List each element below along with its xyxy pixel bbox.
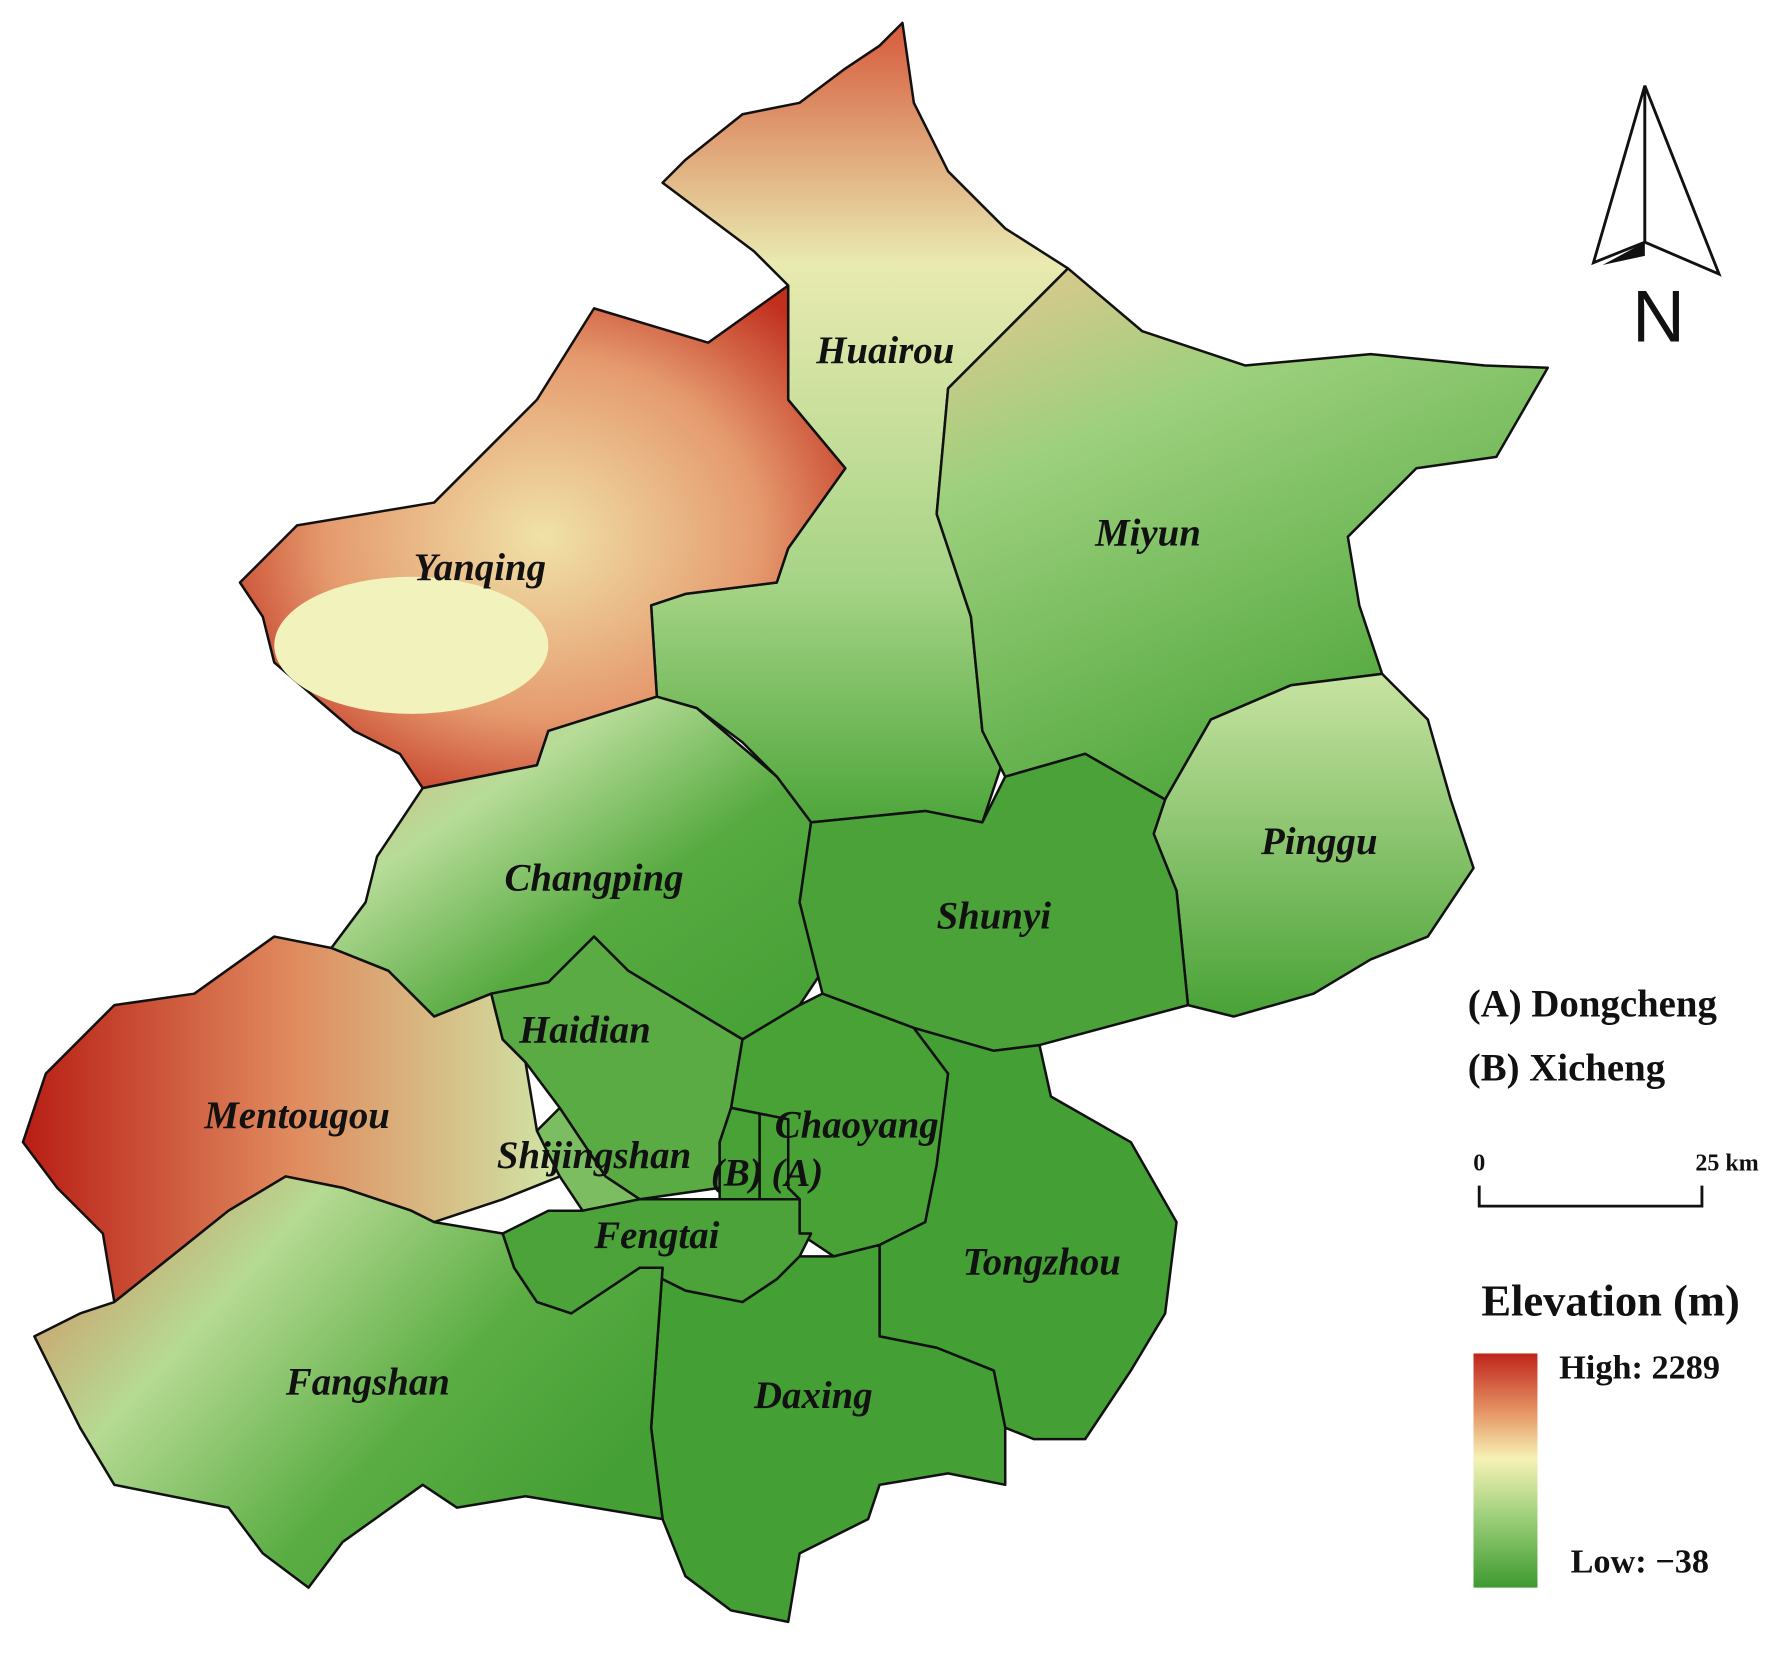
scale-line	[1477, 1185, 1704, 1208]
key-entry: (A) Dongcheng	[1468, 982, 1718, 1025]
legend-title: Elevation (m)	[1481, 1276, 1740, 1326]
yanqing-basin	[274, 576, 549, 714]
district-shapes	[21, 21, 1550, 1624]
legend-ramp	[1473, 1353, 1538, 1588]
district-label: Miyun	[1094, 512, 1201, 555]
district-label: Daxing	[753, 1374, 873, 1417]
legend-low: Low: −38	[1571, 1543, 1709, 1581]
north-arrow-shade	[1602, 242, 1645, 265]
north-arrow: N	[1591, 85, 1722, 357]
district-label: Yanqing	[414, 546, 546, 589]
shijingshan-shape	[535, 1106, 641, 1212]
legend-high: High: 2289	[1559, 1348, 1720, 1386]
district-label: Chaoyang	[775, 1103, 939, 1146]
scale-end: 25 km	[1695, 1151, 1758, 1177]
district-label: Pinggu	[1260, 820, 1378, 863]
district-label: Fengtai	[593, 1214, 719, 1257]
district-label: Haidian	[518, 1009, 651, 1052]
district-label: Mentougou	[203, 1094, 390, 1137]
district-label: Shijingshan	[497, 1134, 691, 1177]
scale-bar: 0 25 km	[1473, 1151, 1759, 1208]
district-label: (A)	[771, 1151, 823, 1194]
tongzhou-shape	[878, 1026, 1178, 1441]
dongcheng-shape	[758, 1112, 801, 1201]
north-arrow-left	[1591, 85, 1647, 266]
district-label: Tongzhou	[963, 1240, 1121, 1283]
pinggu-shape	[1152, 672, 1475, 1018]
district-label: Changping	[504, 857, 683, 900]
district-label: (B)	[711, 1151, 763, 1194]
key-entry: (B) Xicheng	[1468, 1046, 1666, 1089]
district-label: Huairou	[815, 329, 954, 372]
district-label: Shunyi	[937, 894, 1052, 937]
fangshan-shape	[33, 1175, 664, 1589]
north-label: N	[1632, 276, 1685, 357]
daxing-shape	[638, 1243, 1007, 1624]
north-arrow-right	[1643, 85, 1722, 277]
district-labels: Huairou Yanqing Miyun Pinggu Changping S…	[203, 329, 1377, 1417]
scale-start: 0	[1473, 1151, 1485, 1177]
district-label: Fangshan	[285, 1360, 450, 1403]
